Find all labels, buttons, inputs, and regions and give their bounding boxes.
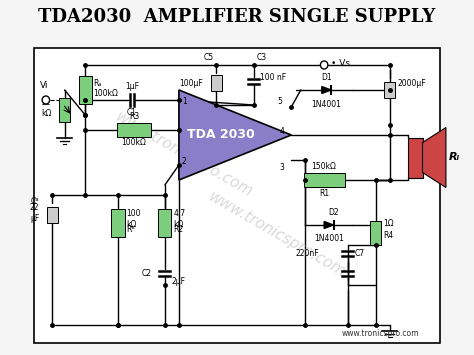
- Bar: [409, 137, 422, 178]
- Bar: [370, 221, 381, 245]
- Text: 1μF: 1μF: [125, 82, 139, 91]
- Text: TDA 2030: TDA 2030: [187, 129, 255, 142]
- Text: D1: D1: [321, 73, 332, 82]
- Text: • Vs: • Vs: [331, 59, 350, 67]
- Text: www.tronicspro.com: www.tronicspro.com: [112, 109, 255, 201]
- Polygon shape: [422, 127, 446, 187]
- Text: Rₗ: Rₗ: [449, 153, 460, 163]
- Text: C2: C2: [142, 268, 152, 278]
- Text: C3: C3: [257, 53, 267, 62]
- Bar: [211, 75, 222, 91]
- Text: 220nF: 220nF: [296, 248, 319, 257]
- Bar: [59, 98, 70, 122]
- Text: 100kΩ: 100kΩ: [121, 138, 146, 147]
- Text: 1Ω: 1Ω: [383, 218, 394, 228]
- Text: 4.7
kΩ: 4.7 kΩ: [173, 209, 185, 229]
- Text: R1: R1: [319, 189, 329, 198]
- Text: 1: 1: [182, 98, 186, 106]
- Text: www.tronicspro.com: www.tronicspro.com: [206, 190, 348, 280]
- Polygon shape: [179, 90, 292, 180]
- Text: 4: 4: [279, 126, 284, 136]
- Bar: [117, 123, 151, 137]
- Text: Rₐ: Rₐ: [94, 80, 102, 88]
- Bar: [47, 207, 58, 223]
- Text: www.tronicspro.com: www.tronicspro.com: [342, 328, 419, 338]
- Text: 2000μF: 2000μF: [397, 80, 426, 88]
- Bar: [79, 76, 92, 104]
- Text: Vi: Vi: [40, 81, 48, 90]
- Text: 22
μF: 22 μF: [30, 203, 39, 223]
- Text: 2: 2: [182, 157, 186, 165]
- Text: 100μF: 100μF: [180, 78, 203, 87]
- Text: 100kΩ: 100kΩ: [94, 89, 118, 98]
- Text: C7: C7: [355, 248, 365, 257]
- Bar: [158, 209, 172, 237]
- Circle shape: [320, 61, 328, 69]
- Text: 22
kΩ: 22 kΩ: [41, 98, 52, 118]
- Bar: [384, 82, 395, 98]
- Text: 150kΩ: 150kΩ: [312, 162, 337, 171]
- Text: 2μF: 2μF: [172, 277, 185, 285]
- Text: 100
kΩ: 100 kΩ: [127, 209, 141, 229]
- Text: Cᴮ: Cᴮ: [31, 197, 39, 206]
- Bar: [111, 209, 125, 237]
- Text: 3: 3: [279, 164, 284, 173]
- Text: D2: D2: [328, 208, 339, 217]
- Circle shape: [42, 96, 50, 104]
- Text: TDA2030  AMPLIFIER SINGLE SUPPLY: TDA2030 AMPLIFIER SINGLE SUPPLY: [38, 8, 436, 26]
- Text: C5: C5: [203, 53, 214, 62]
- Bar: [34, 48, 440, 343]
- Text: 1N4001: 1N4001: [314, 234, 344, 243]
- Text: 5: 5: [277, 98, 282, 106]
- Text: 100 nF: 100 nF: [260, 72, 287, 82]
- Text: C1: C1: [127, 108, 137, 117]
- Text: 1N4001: 1N4001: [311, 100, 341, 109]
- Text: R2: R2: [173, 225, 183, 235]
- Text: R3: R3: [129, 112, 139, 121]
- Polygon shape: [324, 222, 334, 229]
- Bar: [303, 173, 345, 187]
- Text: R4: R4: [383, 230, 393, 240]
- Polygon shape: [322, 87, 331, 93]
- Text: Rᴮ: Rᴮ: [127, 225, 135, 235]
